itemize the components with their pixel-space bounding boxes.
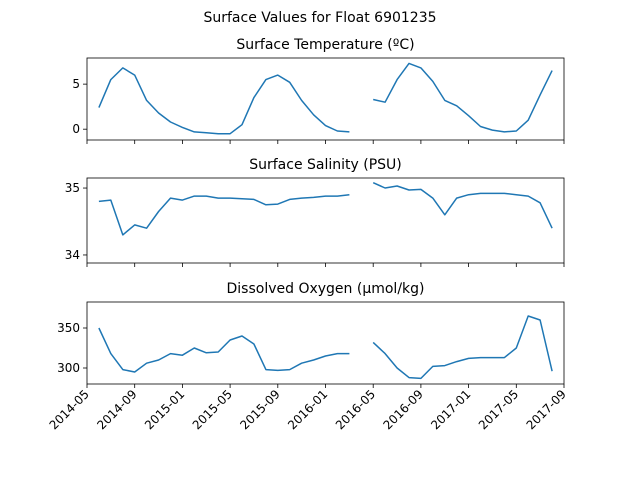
axes-frame [86, 57, 565, 141]
axes-frame [86, 177, 565, 264]
y-tick-label: 0 [72, 122, 80, 136]
y-tick-label: 35 [65, 181, 80, 195]
data-line [98, 67, 350, 135]
data-line [98, 193, 350, 236]
y-tick-label: 350 [57, 321, 80, 335]
figure-title: Surface Values for Float 6901235 [203, 10, 436, 26]
y-tick-label: 5 [72, 77, 80, 91]
data-line [373, 62, 553, 133]
axes-title: Surface Temperature (ºC) [236, 37, 414, 53]
axes-title: Surface Salinity (PSU) [249, 157, 402, 173]
y-tick-label: 34 [65, 248, 80, 262]
data-line [98, 327, 350, 373]
axes-frame [86, 301, 565, 385]
y-tick-label: 300 [57, 361, 80, 375]
axes-title: Dissolved Oxygen (µmol/kg) [227, 281, 425, 297]
data-line [372, 182, 553, 229]
data-line [372, 315, 553, 380]
